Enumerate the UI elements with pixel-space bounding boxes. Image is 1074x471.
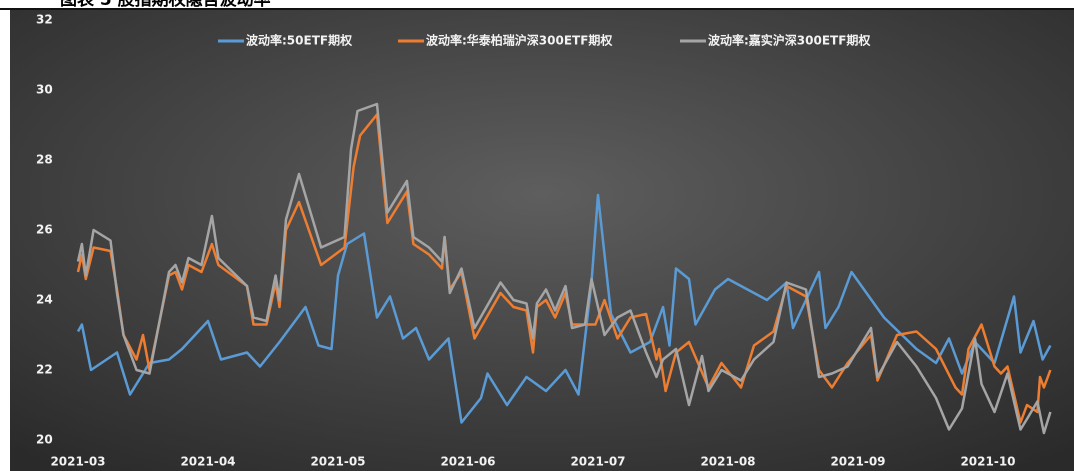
x-tick-label: 2021-07 [570, 455, 625, 469]
y-tick-label: 28 [36, 153, 53, 167]
y-tick-label: 20 [36, 433, 53, 447]
legend-label: 波动率:50ETF期权 [246, 33, 353, 48]
y-tick-label: 32 [36, 13, 53, 27]
series-line [76, 193, 1052, 424]
series-line [76, 102, 1052, 435]
x-tick-label: 2021-08 [700, 455, 755, 469]
y-tick-label: 30 [36, 83, 53, 97]
y-tick-label: 26 [36, 223, 53, 237]
x-tick-label: 2021-04 [180, 455, 235, 469]
legend-label: 波动率:嘉实沪深300ETF期权 [708, 33, 871, 48]
plot-background [10, 10, 1074, 471]
x-tick-label: 2021-03 [50, 455, 105, 469]
legend-label: 波动率:华泰柏瑞沪深300ETF期权 [426, 33, 613, 48]
x-tick-label: 2021-10 [960, 455, 1015, 469]
chart-title: 图表 5 股指期权隐含波动率 [60, 0, 271, 10]
x-tick-label: 2021-06 [440, 455, 495, 469]
x-tick-label: 2021-09 [830, 455, 885, 469]
y-tick-label: 24 [36, 293, 53, 307]
x-tick-label: 2021-05 [310, 455, 365, 469]
y-tick-label: 22 [36, 363, 53, 377]
